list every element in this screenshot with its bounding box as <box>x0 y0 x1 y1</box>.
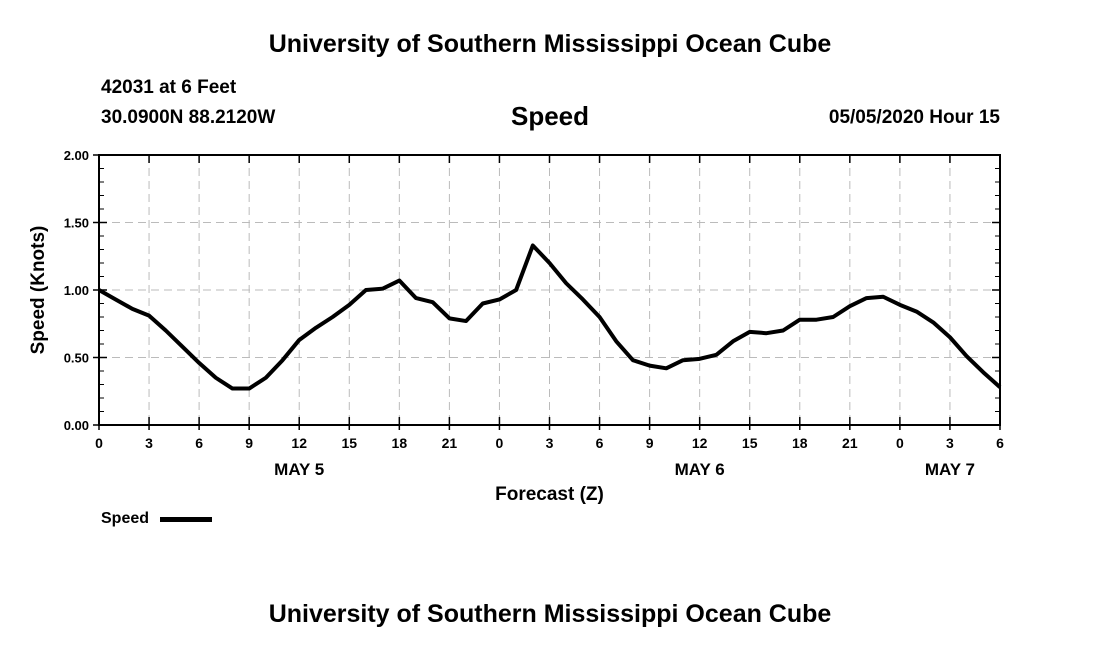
y-tick-label: 1.50 <box>64 216 89 231</box>
x-tick-label: 15 <box>341 435 357 451</box>
x-tick-label: 6 <box>996 435 1004 451</box>
chart-title: University of Southern Mississippi Ocean… <box>268 30 832 58</box>
x-tick-label: 0 <box>896 435 904 451</box>
y-tick-label: 2.00 <box>64 148 89 163</box>
legend-line-swatch <box>160 517 212 522</box>
x-tick-label: 6 <box>195 435 203 451</box>
station-label: 42031 at 6 Feet <box>101 77 237 98</box>
x-tick-label: 12 <box>291 435 307 451</box>
x-tick-label: 21 <box>442 435 458 451</box>
x-tick-label: 3 <box>946 435 954 451</box>
x-tick-label: 21 <box>842 435 858 451</box>
date-label: MAY 6 <box>675 460 725 479</box>
x-tick-label: 18 <box>792 435 808 451</box>
x-tick-label: 18 <box>392 435 408 451</box>
y-axis-label: Speed (Knots) <box>28 226 49 355</box>
x-tick-label: 3 <box>546 435 554 451</box>
coordinates-label: 30.0900N 88.2120W <box>101 107 276 128</box>
datetime-label: 05/05/2020 Hour 15 <box>828 107 1000 128</box>
x-tick-label: 9 <box>646 435 654 451</box>
date-label: MAY 5 <box>274 460 324 479</box>
y-tick-label: 0.50 <box>64 351 89 366</box>
y-tick-label: 1.00 <box>64 283 89 298</box>
legend-label: Speed <box>101 510 150 527</box>
variable-title: Speed <box>510 101 590 131</box>
x-tick-label: 0 <box>95 435 103 451</box>
date-label: MAY 7 <box>925 460 975 479</box>
x-tick-label: 12 <box>692 435 708 451</box>
footer-title: University of Southern Mississippi Ocean… <box>268 600 832 628</box>
x-tick-label: 15 <box>742 435 758 451</box>
x-tick-label: 6 <box>596 435 604 451</box>
x-tick-label: 0 <box>496 435 504 451</box>
x-tick-label: 9 <box>245 435 253 451</box>
x-axis-label: Forecast (Z) <box>495 484 604 505</box>
y-tick-label: 0.00 <box>64 418 89 433</box>
x-tick-label: 3 <box>145 435 153 451</box>
